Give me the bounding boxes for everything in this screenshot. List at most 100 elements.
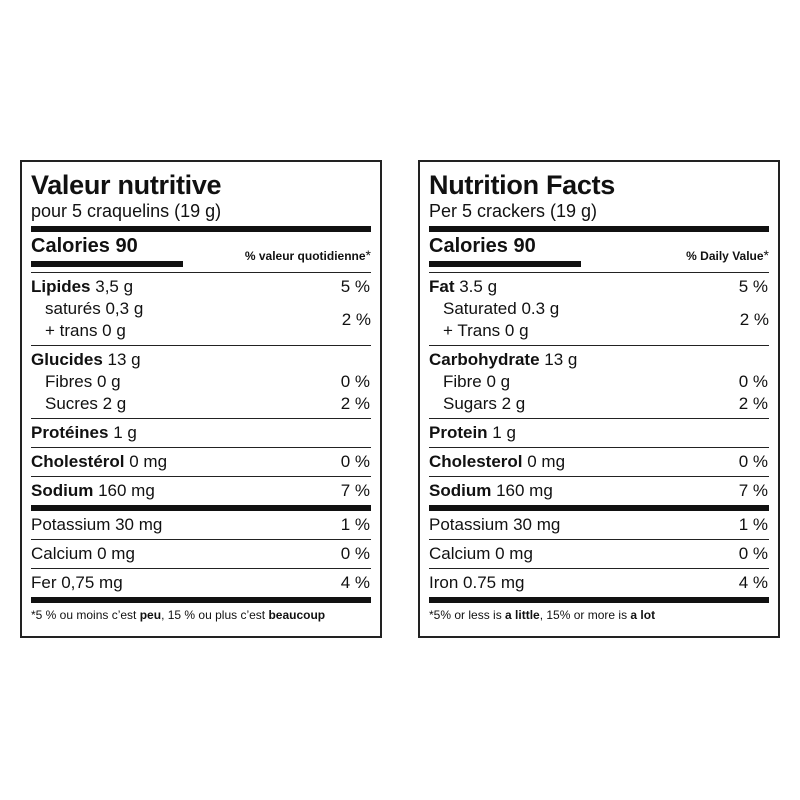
cholesterol-dv: 0 % [738,452,768,471]
divider [429,418,769,419]
serving-size: pour 5 craquelins (19 g) [31,201,222,221]
bottom-divider [429,597,769,603]
calcium-group: Calcium 0 mg 0 % [31,540,371,568]
iron-row: Fer 0,75 mg 4 % [31,572,371,594]
saturated-trans-dv: 2 % [739,310,769,329]
sodium-label: Sodium [31,481,94,500]
divider [429,568,769,569]
fat-label: Lipides [31,277,91,296]
fat-group: Lipides 3,5 g 5 % saturés 0,3 g + trans … [31,273,371,345]
top-divider [31,226,371,232]
footnote-emphasis: beaucoup [268,608,326,622]
iron-dv: 4 % [738,573,768,592]
protein-group: Protéines 1 g [31,419,371,447]
footnote-emphasis: a lot [630,608,656,622]
thick-divider [31,505,371,511]
calcium-group: Calcium 0 mg 0 % [429,540,769,568]
cholesterol-group: Cholesterol 0 mg 0 % [429,448,769,476]
iron-label: Fer 0,75 mg [31,573,123,592]
cholesterol-dv: 0 % [340,452,370,471]
cholesterol-label: Cholestérol [31,452,125,471]
trans-label: + Trans 0 g [443,321,529,340]
calories-underline [31,261,183,267]
protein-row: Protein 1 g [429,422,769,444]
fat-dv: 5 % [340,277,370,296]
calories-underline [429,261,581,267]
divider [31,418,371,419]
protein-amount: 1 g [487,423,516,442]
carb-amount: 13 g [539,350,578,369]
sugar-label: Sugars 2 g [443,394,526,413]
fibre-row: Fibres 0 g 0 % [31,371,371,393]
iron-group: Iron 0.75 mg 4 % [429,569,769,597]
potassium-group: Potassium 30 mg 1 % [429,511,769,539]
footnote: *5 % ou moins c’est peu, 15 % ou plus c’… [31,603,371,623]
fat-row: Fat 3.5 g 5 % [429,276,769,298]
sodium-dv: 7 % [340,481,370,500]
iron-label: Iron 0.75 mg [429,573,525,592]
calcium-label: Calcium 0 mg [31,544,135,563]
sodium-label: Sodium [429,481,492,500]
top-divider [429,226,769,232]
iron-dv: 4 % [340,573,370,592]
divider [429,539,769,540]
divider [31,345,371,346]
cholesterol-label: Cholesterol [429,452,523,471]
potassium-dv: 1 % [738,515,768,534]
sodium-row: Sodium 160 mg 7 % [31,480,371,502]
fibre-label: Fibre 0 g [443,372,511,391]
potassium-row: Potassium 30 mg 1 % [31,514,371,536]
divider [429,447,769,448]
footnote-emphasis: peu [139,608,162,622]
footnote-part: *5 % ou moins c’est [31,608,140,622]
serving-size: Per 5 crackers (19 g) [429,201,598,221]
thick-divider [429,505,769,511]
sugar-row: Sugars 2 g 2 % [429,393,769,415]
divider [31,272,371,273]
daily-value-header-text: % valeur quotidienne [244,249,366,263]
protein-label: Protein [429,423,488,442]
sodium-group: Sodium 160 mg 7 % [31,477,371,505]
daily-value-header-text: % Daily Value [686,249,764,263]
cholesterol-amount: 0 mg [522,452,566,471]
cholesterol-group: Cholestérol 0 mg 0 % [31,448,371,476]
divider [31,539,371,540]
saturated-label: Saturated 0.3 g [443,299,560,318]
footnote-emphasis: a little [505,608,540,622]
protein-group: Protein 1 g [429,419,769,447]
divider [429,272,769,273]
carb-group: Carbohydrate 13 g Fibre 0 g 0 % Sugars 2… [429,346,769,418]
saturated-label: saturés 0,3 g [45,299,144,318]
potassium-label: Potassium 30 mg [429,515,561,534]
carb-row: Glucides 13 g [31,349,371,371]
sugar-label: Sucres 2 g [45,394,127,413]
calcium-dv: 0 % [738,544,768,563]
sodium-amount: 160 mg [491,481,553,500]
sodium-row: Sodium 160 mg 7 % [429,480,769,502]
calories-label: Calories 90 [429,235,536,257]
sugar-dv: 2 % [340,394,370,413]
daily-value-header: % valeur quotidienne* [245,247,371,263]
english-nutrition-panel: Nutrition Facts Per 5 crackers (19 g) Ca… [418,160,780,638]
fibre-dv: 0 % [340,372,370,391]
calcium-dv: 0 % [340,544,370,563]
fat-group: Fat 3.5 g 5 % Saturated 0.3 g + Trans 0 … [429,273,769,345]
calories-label: Calories 90 [31,235,138,257]
bottom-divider [31,597,371,603]
potassium-row: Potassium 30 mg 1 % [429,514,769,536]
sodium-dv: 7 % [738,481,768,500]
iron-row: Iron 0.75 mg 4 % [429,572,769,594]
fat-amount: 3,5 g [90,277,134,296]
fat-label: Fat [429,277,455,296]
trans-label: + trans 0 g [45,321,126,340]
fibre-row: Fibre 0 g 0 % [429,371,769,393]
footnote-part: , 15% or more is [539,608,631,622]
fibre-label: Fibres 0 g [45,372,121,391]
divider [429,476,769,477]
calcium-row: Calcium 0 mg 0 % [31,543,371,565]
daily-value-star: * [763,247,769,263]
calories-row: Calories 90 % valeur quotidienne* [31,232,371,272]
panel-title: Nutrition Facts [429,170,616,200]
cholesterol-amount: 0 mg [124,452,168,471]
iron-group: Fer 0,75 mg 4 % [31,569,371,597]
